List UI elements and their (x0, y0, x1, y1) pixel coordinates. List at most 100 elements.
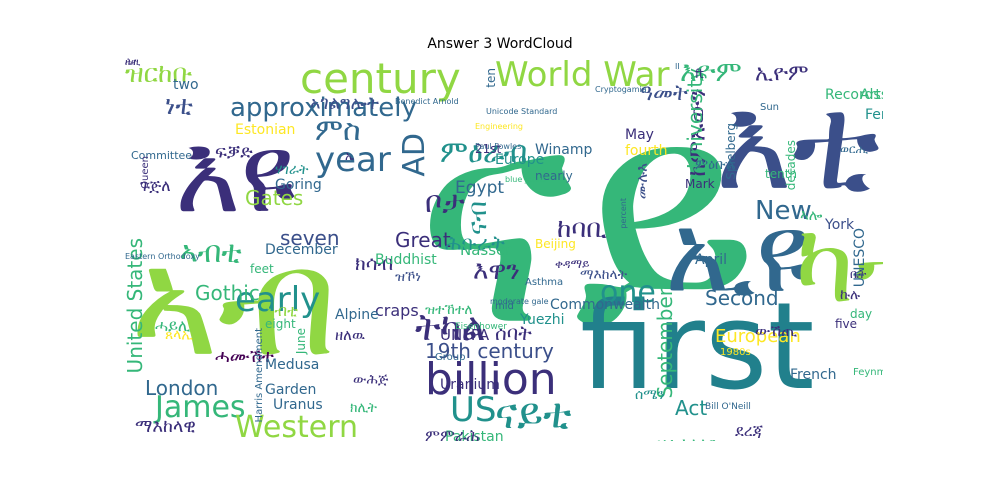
cloud-word: Beijing (535, 237, 576, 251)
cloud-word: New (755, 196, 812, 226)
cloud-word: ቀዳማይ (555, 257, 590, 271)
cloud-word: ጉጅለ (140, 176, 171, 195)
cloud-word: ውሽጢ (755, 321, 798, 340)
cloud-word: approximately (230, 93, 417, 123)
cloud-word: ካብ (795, 199, 883, 327)
cloud-word: ኣብቲ (180, 235, 242, 270)
cloud-word: ቦታ (425, 185, 465, 220)
cloud-word: ምምራሕ (425, 426, 480, 442)
cloud-word: Asthma (525, 277, 564, 288)
cloud-word: Feynman (853, 367, 883, 378)
cloud-word: Western (235, 410, 359, 442)
cloud-word: feet (250, 262, 274, 276)
cloud-word: ዜና (125, 58, 137, 68)
cloud-word: Winamp (535, 142, 593, 158)
cloud-word: decades (784, 140, 798, 191)
cloud-word: ዝኾነ (395, 269, 421, 285)
cloud-word: James (155, 390, 246, 425)
cloud-word: nearly (535, 169, 573, 183)
cloud-word: Bill O'Neill (705, 402, 751, 412)
cloud-word: AD (397, 133, 432, 177)
cloud-word: 21st (475, 142, 502, 156)
cloud-word: ምስ (315, 113, 361, 148)
cloud-word: Buddhist (375, 252, 437, 268)
cloud-word: moderate gale (490, 297, 549, 306)
cloud-word: blue jeans (505, 175, 547, 184)
cloud-word: ኣብ (130, 216, 338, 390)
cloud-word: Goring (275, 177, 322, 193)
cloud-word: ጸላኢ (165, 327, 193, 343)
cloud-word: Unicode Standard (486, 107, 558, 116)
cloud-word: one (600, 275, 656, 310)
cloud-title: Answer 3 WordCloud (427, 36, 573, 52)
cloud-word: first (580, 278, 815, 417)
cloud-word: day (850, 307, 873, 321)
cloud-word: five (835, 317, 858, 331)
cloud-word: ወርሒ (840, 142, 868, 156)
cloud-word: ቤት (850, 267, 867, 281)
cloud-word: Gothic (195, 281, 260, 305)
cloud-word: Gates (245, 186, 304, 210)
cloud-word: Paul Fowles (475, 142, 522, 151)
cloud-word: ምዕራብ (440, 135, 528, 170)
cloud-word: Second (705, 286, 779, 310)
cloud-word: ሃገራት (275, 162, 309, 178)
cloud-word: ሙሉእ (633, 163, 651, 200)
cloud-word: percent (619, 198, 628, 229)
cloud-word: Eisenhower (455, 322, 507, 332)
cloud-word: እዋን (473, 256, 520, 286)
cloud-word: seven (280, 226, 340, 250)
cloud-word: December (265, 242, 338, 258)
cloud-word: ናይ (415, 58, 759, 392)
cloud-word: year (315, 140, 391, 180)
cloud-word: Alpine (335, 307, 379, 323)
cloud-word: Great (395, 228, 451, 252)
cloud-word: ትካል (415, 305, 486, 349)
cloud-word: ከባቢ (557, 214, 607, 244)
cloud-word: Act (675, 396, 708, 420)
cloud-word: University (683, 68, 707, 169)
cloud-word: Sun (760, 102, 780, 113)
cloud-word: ማእከላት (580, 267, 628, 283)
cloud-word: French (790, 367, 837, 383)
cloud-word: June (294, 328, 308, 355)
cloud-word: ዝተፈላለየ (655, 436, 716, 442)
cloud-word: Garden (265, 382, 317, 398)
cloud-word: Commonwealth (550, 297, 660, 313)
cloud-word: እቲ (715, 67, 880, 219)
cloud-word: 1980s (720, 347, 751, 358)
cloud-word: Pakistan (445, 429, 504, 441)
cloud-word: mid (495, 301, 514, 312)
cloud-word: Uranus (273, 397, 323, 413)
cloud-word: Egypt (455, 178, 505, 198)
cloud-word: Uranium (440, 377, 500, 393)
cloud-word: early (235, 280, 321, 320)
cloud-word: ሕዚ (125, 58, 141, 68)
cloud-word: እዩ (175, 109, 296, 237)
cloud-word: እዮም (680, 58, 742, 88)
cloud-word: Arts (860, 87, 883, 103)
cloud-word: ሰባት (495, 321, 532, 345)
cloud-word: ዝርከቡ (125, 59, 193, 89)
cloud-word: ምዕቡል (695, 157, 735, 173)
cloud-word: ሓሙሽተ (215, 346, 274, 367)
cloud-word: Harris Amendment (254, 328, 265, 423)
cloud-word: ኣብቲ (265, 301, 298, 320)
cloud-word: ኣገልግሎት (310, 93, 380, 114)
cloud-word: Benedict Arnold (395, 97, 459, 106)
cloud-word: ሓይሊ (155, 316, 191, 335)
cloud-word: Committee (131, 149, 193, 162)
cloud-word: ናብ (463, 201, 493, 236)
cloud-word: tenth (765, 167, 798, 181)
cloud-word: May (625, 127, 654, 143)
cloud-word: fourth (625, 143, 668, 159)
cloud-word: ዘለዉ (335, 326, 365, 344)
cloud-word: April (695, 252, 727, 268)
cloud-word: ክሳብ (355, 251, 394, 275)
cloud-word: ሰሜን (635, 387, 665, 403)
cloud-word: UNFPA (440, 326, 490, 344)
cloud-word: ኩሉ (840, 287, 861, 303)
cloud-word: Mark (685, 177, 715, 191)
cloud-word: Feralia (865, 107, 883, 123)
